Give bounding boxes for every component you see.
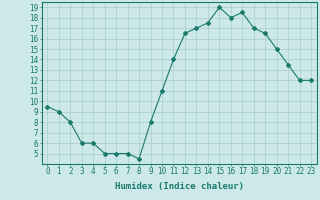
X-axis label: Humidex (Indice chaleur): Humidex (Indice chaleur) [115, 182, 244, 191]
